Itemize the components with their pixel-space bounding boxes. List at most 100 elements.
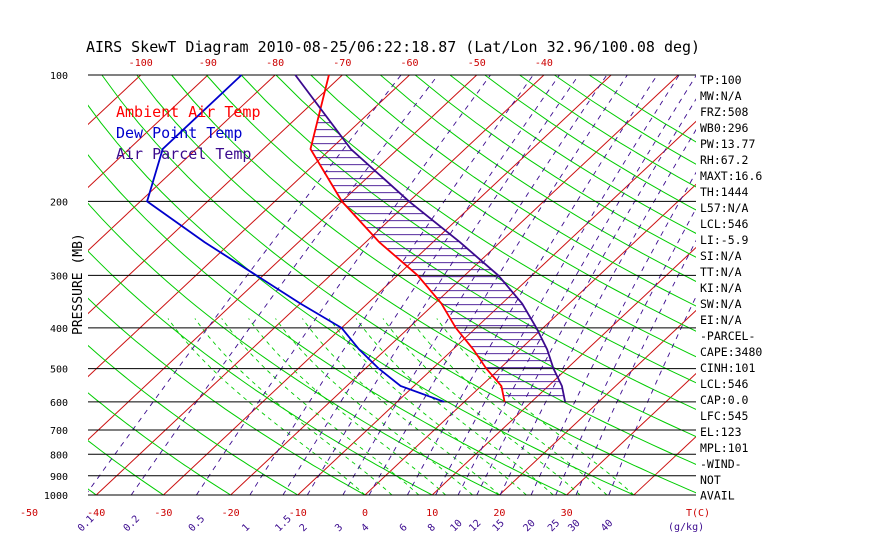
mixing-ratio-line: [196, 74, 491, 496]
mixing-ratio-line: [457, 74, 696, 496]
legend-entry: Ambient Air Temp: [116, 103, 261, 121]
index-label: EI:N/A: [700, 313, 742, 327]
mixing-ratio-line: [88, 74, 402, 493]
pressure-tick-label: 900: [50, 472, 68, 483]
index-label: AVAIL: [700, 489, 735, 503]
pressure-tick-label: 100: [50, 71, 68, 82]
index-label: LCL:546: [700, 217, 749, 231]
isotherm-line: [88, 74, 209, 189]
index-label: EL:123: [700, 425, 742, 439]
legend-entry: Air Parcel Temp: [116, 145, 251, 163]
dry-adiabat-line: [101, 74, 696, 494]
index-label: TT:N/A: [700, 265, 742, 279]
index-label: MAXT:16.6: [700, 169, 762, 183]
dew-point-line: [146, 74, 445, 403]
mixing-ratio-line: [530, 171, 696, 496]
isotherm-line: [768, 75, 870, 495]
chart-title: AIRS SkewT Diagram 2010-08-25/06:22:18.8…: [86, 38, 700, 56]
dry-adiabat-line: [380, 74, 696, 283]
index-label: CAP:0.0: [700, 393, 749, 407]
mixing-ratio-tick-label: 6: [398, 522, 410, 534]
mixing-ratio-line: [368, 74, 628, 496]
isotherm-line: [88, 74, 410, 378]
moist-adiabat-line: [382, 318, 581, 496]
bottom-temp-tick-label: -50: [20, 508, 38, 519]
top-temp-tick-label: -90: [199, 58, 217, 69]
index-label: LFC:545: [700, 409, 748, 423]
pressure-tick-label: 1000: [44, 491, 68, 502]
mixing-ratio-tick-label: 10: [448, 518, 464, 534]
index-label: SW:N/A: [700, 297, 742, 311]
dry-adiabat-line: [88, 344, 299, 496]
moist-adiabat-line: [275, 318, 473, 496]
index-label: L57:N/A: [700, 201, 749, 215]
mixing-ratio-tick-label: 1: [240, 522, 252, 534]
pressure-tick-label: 800: [50, 450, 68, 461]
top-temp-tick-label: -40: [535, 58, 553, 69]
dry-adiabat-line: [310, 74, 696, 332]
mixing-ratio-line: [499, 128, 696, 496]
dry-adiabat-line: [449, 74, 696, 234]
dry-adiabat-line: [484, 74, 696, 211]
mixing-ratio-line: [130, 74, 439, 496]
bottom-temp-tick-label: 30: [561, 508, 573, 519]
index-label: -PARCEL-: [700, 329, 755, 343]
mixing-ratio-line: [342, 74, 608, 496]
isotherm-line: [88, 74, 343, 315]
isotherm-line: [88, 74, 478, 441]
index-label: LI:-5.9: [700, 233, 749, 247]
pressure-tick-label: 300: [50, 271, 68, 282]
isotherm-line: [499, 309, 696, 496]
mixing-ratio-line: [575, 239, 696, 496]
index-label: PW:13.77: [700, 137, 755, 151]
pressure-tick-label: 700: [50, 426, 68, 437]
mixing-ratio-tick-label: 40: [599, 518, 615, 534]
mixing-ratio-tick-label: 25: [546, 518, 562, 534]
index-label: MW:N/A: [700, 89, 742, 103]
mixing-ratio-tick-label: 8: [426, 522, 438, 534]
mixing-ratio-tick-label: 30: [566, 518, 582, 534]
moist-adiabat-line: [355, 318, 554, 496]
index-label: SI:N/A: [700, 249, 742, 263]
bottom-temp-tick-label: 0: [362, 508, 368, 519]
isotherm-line: [88, 74, 276, 252]
dry-adiabat-line: [519, 74, 696, 188]
bottom-temp-tick-label: -20: [222, 508, 240, 519]
moist-adiabat-line: [436, 318, 635, 496]
isotherm-line: [566, 372, 696, 496]
index-label: WB0:296: [700, 121, 749, 135]
mixing-ratio-line: [476, 98, 696, 496]
pressure-tick-label: 400: [50, 324, 68, 335]
bottom-temp-unit: T(C): [686, 508, 710, 519]
dry-adiabat-line: [88, 392, 231, 496]
mixing-ratio-line: [306, 74, 580, 496]
ambient-temp-line: [309, 74, 506, 402]
index-label: RH:67.2: [700, 153, 748, 167]
bottom-temp-tick-label: 20: [493, 508, 505, 519]
bottom-temp-tick-label: -40: [87, 508, 105, 519]
mixing-ratio-tick-label: 0.5: [187, 514, 208, 535]
mixing-ratio-tick-label: 20: [521, 518, 537, 534]
pressure-tick-label: 600: [50, 398, 68, 409]
isotherm-line: [95, 74, 545, 496]
pressure-tick-label: 500: [50, 365, 68, 376]
index-label: -WIND-: [700, 457, 742, 471]
dry-adiabat-line: [88, 202, 500, 496]
isotherm-line: [230, 74, 679, 496]
moist-adiabat-line: [328, 318, 527, 496]
bottom-temp-tick-label: 10: [426, 508, 438, 519]
dry-adiabat-line: [275, 74, 696, 358]
mixing-ratio-unit: (g/kg): [668, 522, 704, 533]
mixing-ratio-line: [435, 74, 680, 496]
mixing-ratio-tick-label: 4: [359, 522, 371, 534]
y-axis-label: PRESSURE (MB): [71, 233, 86, 335]
dry-adiabat-line: [88, 440, 164, 496]
moist-adiabat-line: [221, 318, 420, 496]
dry-adiabat-line: [88, 250, 433, 496]
index-label: MPL:101: [700, 441, 749, 455]
mixing-ratio-line: [555, 207, 696, 496]
mixing-ratio-tick-label: 3: [333, 522, 345, 534]
dry-adiabat-line: [136, 74, 696, 465]
top-temp-tick-label: -70: [333, 58, 351, 69]
